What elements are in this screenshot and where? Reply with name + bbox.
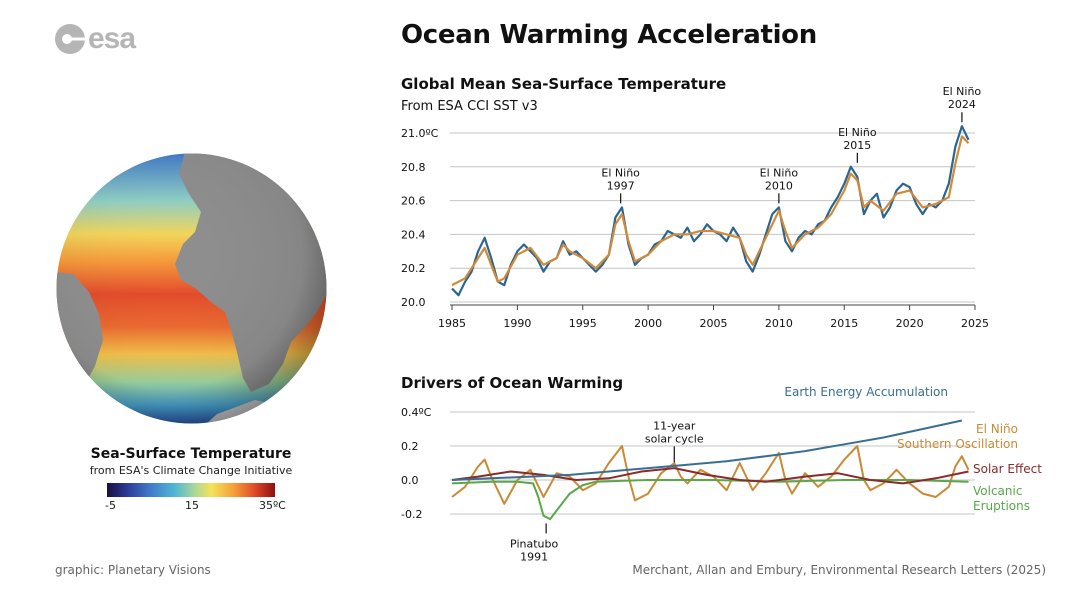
sst-x-tick-label: 2010 [765,317,793,330]
sst-chart-subtitle: From ESA CCI SST v3 [401,99,538,114]
sst-x-tick-label: 2020 [896,317,924,330]
sst-x-tick-label: 2000 [634,317,662,330]
enso-label: El Niño [976,422,1018,436]
sst-y-axis: 20.0 20.2 20.4 20.6 20.8 21.0ºC [401,127,439,309]
sst-series [452,126,969,295]
sst-annotation-label: El Niño [601,166,640,179]
sst-annotation-label: El Niño [760,166,799,179]
sst-x-tick-label: 2025 [961,317,989,330]
solar-cycle-label-2: solar cycle [645,432,704,445]
drivers-y-tick-label: 0.0 [401,474,419,487]
sst-annotation-label: El Niño [943,85,982,98]
sst-x-tick-label: 1990 [503,317,531,330]
volcanic-eruptions-label: Eruptions [973,499,1030,513]
solar-effect-label: Solar Effect [973,462,1042,476]
volcanic-eruptions-line [452,480,969,519]
sst-grid [450,133,975,302]
sst-annotation-year: 2010 [765,179,793,192]
sst-y-tick-label: 20.6 [401,195,426,208]
sst-y-tick-label: 20.0 [401,296,426,309]
solar-cycle-label: 11-year [653,419,696,432]
sst-observed-line [452,126,969,295]
drivers-y-tick-label: 0.2 [401,440,419,453]
drivers-chart-title: Drivers of Ocean Warming [401,374,623,392]
sst-x-tick-label: 2015 [830,317,858,330]
sst-chart-title: Global Mean Sea-Surface Temperature [401,75,726,93]
sst-y-tick-label: 21.0ºC [401,127,439,140]
sst-x-tick-label: 1985 [438,317,466,330]
sst-smoothed-line [452,136,969,285]
pinatubo-year: 1991 [520,550,548,563]
sst-annotation-year: 2015 [843,139,871,152]
sst-annotation-label: El Niño [838,126,877,139]
energy-accumulation-label: Earth Energy Accumulation [784,385,948,399]
sst-annotation-year: 2024 [948,98,976,111]
sst-x-tick-label: 1995 [569,317,597,330]
sst-x-axis: 1985 1990 1995 2000 2005 2010 2015 2020 2025 [438,305,989,330]
sst-y-tick-label: 20.4 [401,228,426,241]
drivers-y-tick-label: 0.4ºC [401,406,432,419]
sst-annotation-year: 1997 [607,179,635,192]
enso-label: Southern Oscillation [897,437,1018,451]
volcanic-eruptions-label: Volcanic [973,484,1022,498]
drivers-series-labels: Earth Energy Accumulation El NiñoSouthern… [784,385,1042,513]
graphic-credit: graphic: Planetary Visions [55,563,211,577]
drivers-y-tick-label: -0.2 [401,508,422,521]
drivers-series [452,421,969,520]
drivers-y-axis: -0.2 0.0 0.2 0.4ºC [401,406,432,521]
sst-x-tick-label: 2005 [700,317,728,330]
source-citation: Merchant, Allan and Embury, Environmenta… [632,563,1046,577]
sst-y-tick-label: 20.8 [401,161,426,174]
charts-canvas: Global Mean Sea-Surface Temperature From… [0,0,1080,590]
pinatubo-label: Pinatubo [510,537,558,550]
sst-y-tick-label: 20.2 [401,262,426,275]
